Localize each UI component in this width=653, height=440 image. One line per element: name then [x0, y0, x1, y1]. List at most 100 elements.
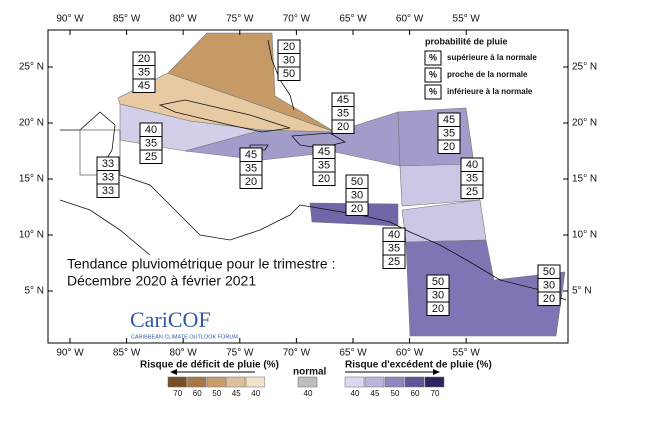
colorbar-label: 40 — [304, 389, 313, 398]
lat-tick-label: 25° N — [572, 62, 597, 73]
cuba-coast — [158, 99, 291, 133]
prob-cell — [382, 254, 406, 269]
prob-value: 25 — [145, 151, 157, 163]
lon-tick-label: 90° W — [56, 348, 84, 359]
lon-tick-label: 75° W — [226, 14, 254, 25]
lon-tick-label: 90° W — [56, 14, 84, 25]
prob-value: 50 — [432, 276, 444, 288]
colorbar-swatch — [364, 376, 385, 388]
pacific-coast — [59, 199, 151, 256]
lon-tick-label: 70° W — [283, 14, 311, 25]
prob-value: 33 — [102, 158, 114, 170]
lon-tick-label: 85° W — [113, 348, 141, 359]
prob-value: 35 — [443, 128, 455, 140]
region-northern-antilles — [397, 107, 475, 167]
prob-value: 20 — [543, 293, 555, 305]
legend-title: probabilité de pluie — [425, 36, 508, 46]
prob-value: 45 — [318, 146, 330, 158]
colorbar-label: 70 — [173, 389, 182, 398]
legend-symbol: % — [429, 52, 437, 62]
lat-tick-label: 10° N — [572, 230, 597, 241]
prob-value: 20 — [337, 121, 349, 133]
lat-tick-label: 15° N — [19, 174, 44, 185]
lat-tick-label: 5° N — [572, 286, 592, 297]
excess-label: Risque d'excédent de pluie (%) — [345, 360, 492, 371]
colorbar-label: 50 — [212, 389, 221, 398]
legend-item: proche de la normale — [447, 70, 528, 79]
colorbar-swatch — [344, 376, 365, 388]
colorbar-swatch — [226, 376, 246, 388]
lon-tick-label: 55° W — [453, 348, 481, 359]
legend-symbol-box — [424, 67, 442, 83]
prob-value: 35 — [318, 160, 330, 172]
prob-cell — [132, 78, 156, 93]
prob-value: 20 — [138, 53, 150, 65]
colorbar-swatch — [187, 376, 207, 388]
legend-symbol: % — [429, 86, 437, 96]
lon-tick-label: 80° W — [170, 14, 198, 25]
prob-value: 35 — [145, 138, 157, 150]
prob-cell — [139, 149, 163, 164]
prob-value: 30 — [351, 190, 363, 202]
colorbar-swatch — [404, 376, 425, 388]
colorbar-swatch — [297, 376, 318, 388]
lon-tick-label: 85° W — [113, 14, 141, 25]
prob-cell — [277, 66, 301, 81]
logo-subtitle: CARIBBEAN CLIMATE OUTLOOK FORUM — [131, 334, 238, 340]
prob-value: 45 — [138, 80, 150, 92]
lon-tick-label: 70° W — [283, 348, 311, 359]
prob-value: 40 — [145, 124, 157, 136]
logo: CariCOF — [130, 307, 211, 332]
excess-arrowhead — [433, 369, 440, 375]
colorbar-label: 45 — [232, 389, 241, 398]
colorbar-label: 40 — [351, 389, 360, 398]
prob-value: 25 — [388, 256, 400, 268]
lat-tick-label: 5° N — [24, 286, 44, 297]
normal-label: normal — [293, 367, 327, 378]
prob-value: 35 — [245, 163, 257, 175]
prob-value: 33 — [102, 172, 114, 184]
prob-value: 45 — [245, 149, 257, 161]
prob-value: 20 — [432, 303, 444, 315]
prob-value: 35 — [388, 243, 400, 255]
colorbar-label: 60 — [411, 389, 420, 398]
colorbar-label: 40 — [251, 389, 260, 398]
prob-cell — [312, 171, 336, 186]
prob-cell — [537, 291, 561, 306]
deficit-label: Risque de déficit de pluie (%) — [140, 360, 279, 371]
legend-symbol: % — [429, 69, 437, 79]
prob-value: 50 — [283, 68, 295, 80]
legend-symbol-box — [424, 50, 442, 66]
colorbar-swatch — [384, 376, 405, 388]
prob-value: 30 — [543, 280, 555, 292]
prob-value: 20 — [245, 176, 257, 188]
lon-tick-label: 60° W — [396, 14, 424, 25]
colorbar-swatch — [167, 376, 187, 388]
lat-tick-label: 20° N — [19, 118, 44, 129]
prob-value: 40 — [466, 159, 478, 171]
lon-tick-label: 75° W — [226, 348, 254, 359]
deficit-arrowhead — [170, 369, 177, 375]
prob-cell — [345, 201, 369, 216]
prob-value: 20 — [318, 173, 330, 185]
prob-value: 20 — [351, 203, 363, 215]
prob-cell — [426, 301, 450, 316]
prob-value: 35 — [138, 67, 150, 79]
prob-value: 45 — [443, 114, 455, 126]
colorbar-swatch — [245, 376, 265, 388]
prob-value: 30 — [432, 290, 444, 302]
lat-tick-label: 20° N — [572, 118, 597, 129]
lon-tick-label: 65° W — [339, 348, 367, 359]
colorbar-label: 60 — [193, 389, 202, 398]
title-line: Décembre 2020 à février 2021 — [67, 273, 256, 289]
prob-value: 30 — [283, 55, 295, 67]
lon-tick-label: 55° W — [453, 14, 481, 25]
prob-value: 35 — [466, 173, 478, 185]
mainland-coast — [60, 111, 567, 301]
prob-cell — [437, 139, 461, 154]
prob-cell — [460, 184, 484, 199]
prob-value: 35 — [337, 108, 349, 120]
lon-tick-label: 80° W — [170, 348, 198, 359]
prob-value: 33 — [102, 185, 114, 197]
